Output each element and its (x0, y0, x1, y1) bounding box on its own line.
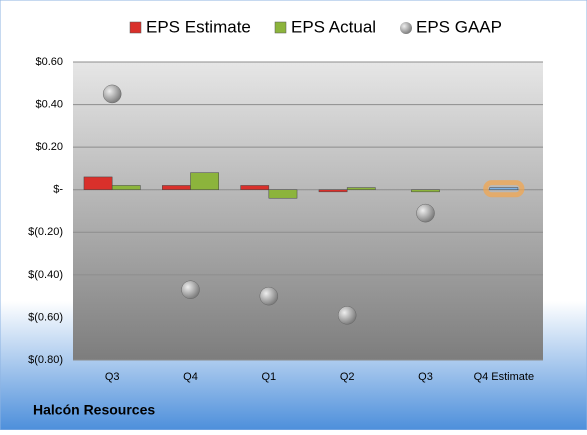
legend-swatch (274, 21, 287, 34)
y-tick-label: $(0.40) (28, 269, 63, 281)
bar (318, 189, 348, 193)
legend-label: EPS Estimate (146, 17, 251, 36)
y-tick-label: $(0.60) (28, 311, 63, 323)
y-tick-label: $0.60 (35, 56, 63, 68)
x-tick-label: Q2 (340, 371, 355, 383)
y-tick-label: $(0.80) (28, 354, 63, 366)
bar (190, 172, 219, 190)
bar (162, 185, 191, 190)
plot-area (73, 62, 543, 360)
legend-swatch (400, 22, 412, 34)
legend-label: EPS Actual (291, 17, 376, 36)
bar (411, 189, 440, 193)
gaap-point (416, 203, 435, 223)
x-tick-label: Q3 (105, 371, 120, 383)
x-tick-label: Q1 (261, 371, 276, 383)
bar (268, 189, 298, 199)
x-tick-label: Q4 Estimate (474, 371, 535, 383)
gaap-point (259, 286, 279, 306)
y-tick-label: $0.20 (35, 141, 63, 153)
y-tick-label: $(0.20) (28, 226, 63, 238)
x-tick-label: Q3 (418, 371, 433, 383)
bar (83, 176, 113, 190)
y-tick-label: $0.40 (35, 98, 63, 110)
chart-title: Halcón Resources (33, 402, 155, 418)
legend-label: EPS GAAP (416, 17, 502, 36)
highlight-glow (483, 180, 525, 198)
x-tick-label: Q4 (183, 371, 198, 383)
gaap-point (102, 84, 122, 104)
y-tick-label: $- (53, 184, 63, 196)
bar (240, 185, 270, 190)
bar (489, 187, 519, 190)
bar (111, 185, 141, 190)
gaap-point (181, 280, 200, 300)
bar (346, 187, 376, 190)
legend-swatch (129, 21, 142, 34)
gaap-point (337, 306, 357, 325)
